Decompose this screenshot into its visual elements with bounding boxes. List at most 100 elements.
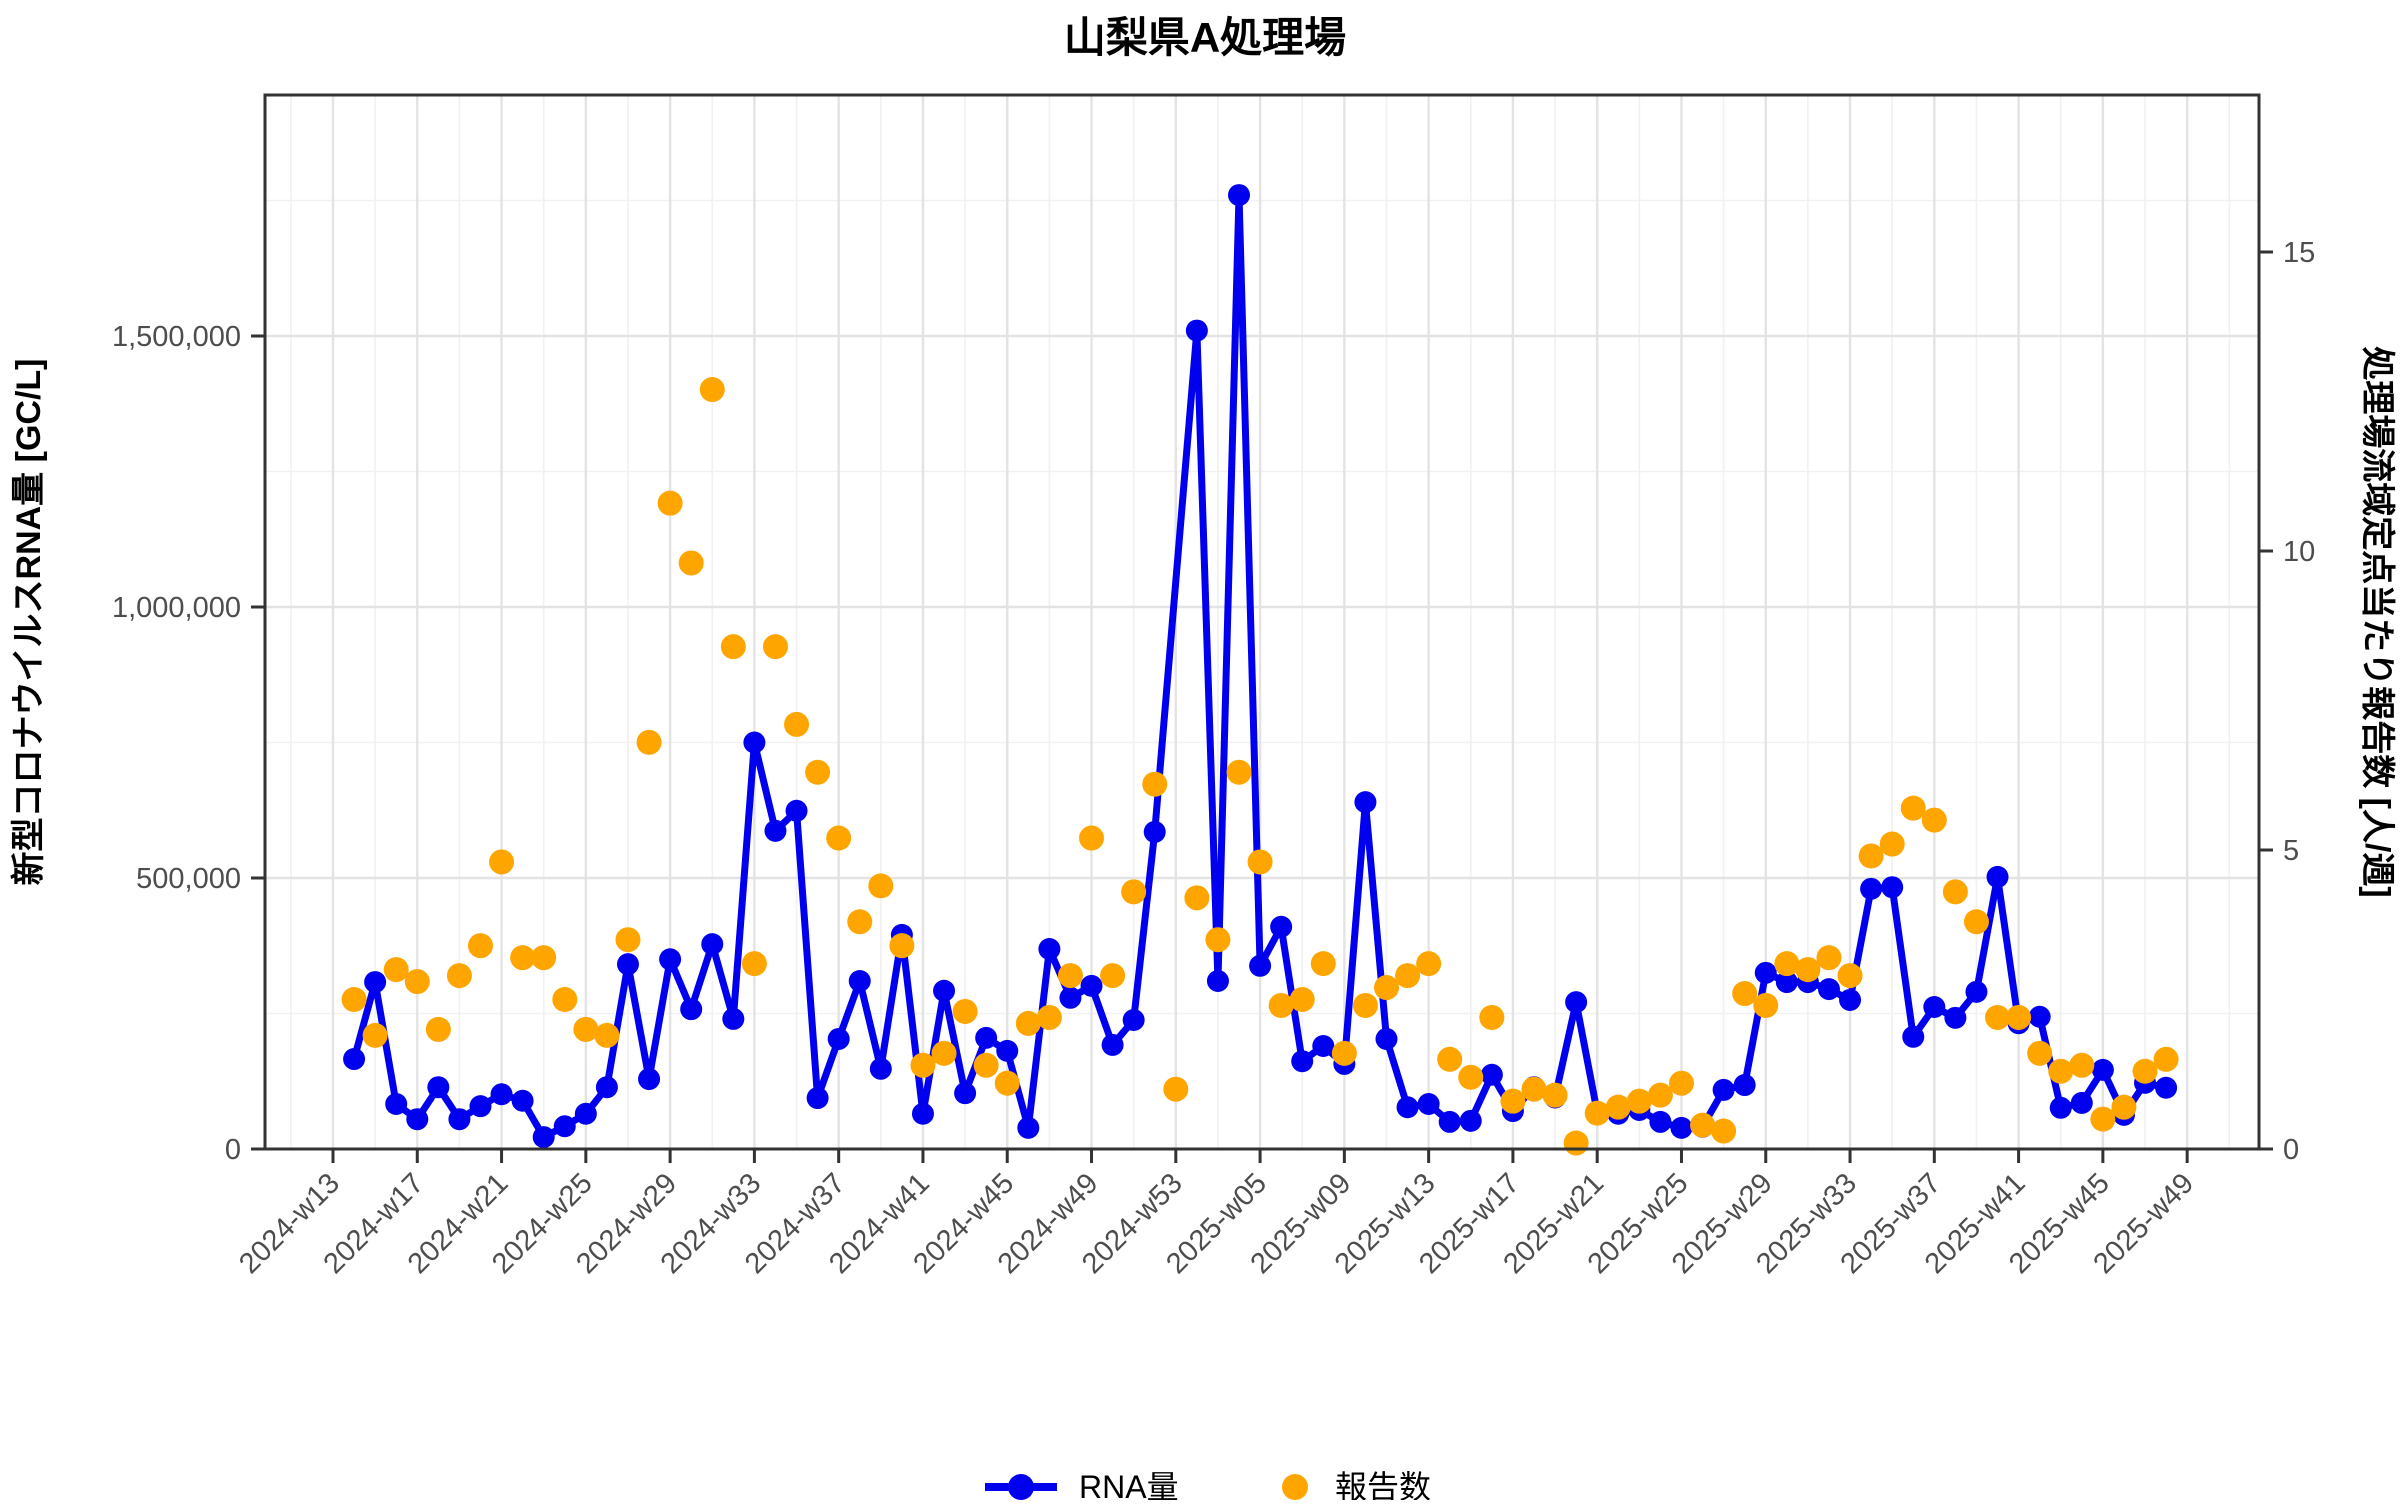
report-point [720,634,746,660]
report-point [1837,963,1863,989]
report-point [552,987,578,1012]
report-point [1015,1010,1041,1036]
rna-point [343,1048,366,1071]
rna-point [1839,988,1862,1011]
report-point [2069,1052,2095,1078]
rna-point [553,1115,576,1138]
report-point [1858,843,1884,869]
report-point [973,1052,999,1078]
report-point [467,933,493,959]
report-point [1268,992,1294,1018]
report-point [1479,1004,1505,1030]
report-point [952,998,978,1024]
report-point [1289,987,1315,1012]
rna-point [1881,876,1904,899]
rna-point [1817,978,1840,1001]
report-point [762,634,788,660]
report-point [2006,1004,2032,1030]
report-point [931,1040,957,1066]
report-point [741,951,767,977]
report-point [847,909,873,935]
rna-point [1080,974,1103,997]
report-point [1247,849,1273,875]
rna-point [722,1007,745,1030]
rna-point [1775,971,1798,994]
rna-point [1649,1110,1672,1133]
report-point [1331,1040,1357,1066]
report-point [404,969,430,995]
right-tick-label: 10 [2283,536,2315,568]
report-point [1626,1088,1652,1114]
rna-point [595,1076,618,1099]
rna-point [1670,1116,1693,1139]
grid-minor-lines [265,95,2259,1149]
rna-point [1270,915,1293,938]
rna-point [1017,1116,1040,1139]
right-tick-label: 15 [2283,237,2315,269]
report-point [868,873,894,899]
report-point [1100,963,1126,989]
report-point [341,987,367,1012]
rna-point [848,969,871,992]
rna-point [1291,1050,1314,1073]
report-point [657,490,683,516]
reports-dot-swatch [1282,1474,1308,1500]
report-point [1079,825,1105,851]
rna-point [364,971,387,994]
rna-dot-swatch [1008,1474,1034,1500]
rna-point [2049,1096,2072,1119]
rna-point [1122,1009,1145,1032]
report-point [1395,963,1421,989]
rna-point [996,1039,1019,1062]
report-point [1205,927,1231,953]
rna-point [764,819,787,842]
legend-item-rna: RNA量 [985,1469,1179,1505]
report-point [383,957,409,983]
right-axis-title: 処理場流域定点当たり報告数 [人/週] [2358,346,2396,898]
report-point [510,945,536,971]
rna-point [1312,1035,1335,1058]
rna-point [1438,1110,1461,1133]
rna-point [701,933,724,956]
rna-point [1944,1006,1967,1029]
rna-point [1354,791,1377,814]
rna-point [1986,865,2009,888]
rna-point [448,1108,471,1131]
report-point [1521,1076,1547,1102]
rna-point [659,948,682,971]
report-point [2153,1046,2179,1072]
rna-line [350,191,2170,1141]
report-point [425,1016,451,1042]
rna-point [933,979,956,1002]
report-point [1921,807,1947,833]
report-point [1500,1088,1526,1114]
rna-point [2028,1005,2051,1028]
rna-point [1101,1033,1124,1056]
rna-point [638,1068,661,1091]
report-point [1900,795,1926,821]
rna-point [469,1095,492,1118]
rna-point [2091,1058,2114,1081]
report-point [910,1052,936,1078]
rna-point [1249,954,1272,977]
legend-item-reports: 報告数 [1282,1469,1431,1505]
report-point [1879,831,1905,857]
report-point [1036,1004,1062,1030]
report-point [446,963,472,989]
rna-point [911,1102,934,1125]
rna-point [1965,980,1988,1003]
rna-point [1143,820,1166,843]
left-tick-label: 500,000 [136,863,241,895]
rna-point [806,1087,829,1110]
report-point [1121,879,1147,905]
report-point [826,825,852,851]
report-point [1352,992,1378,1018]
rna-point [1396,1096,1419,1119]
report-point [1458,1064,1484,1090]
report-point [489,849,515,875]
rna-point [2155,1076,2178,1099]
report-point [1437,1046,1463,1072]
rna-point [1860,877,1883,900]
rna-point [1754,961,1777,984]
